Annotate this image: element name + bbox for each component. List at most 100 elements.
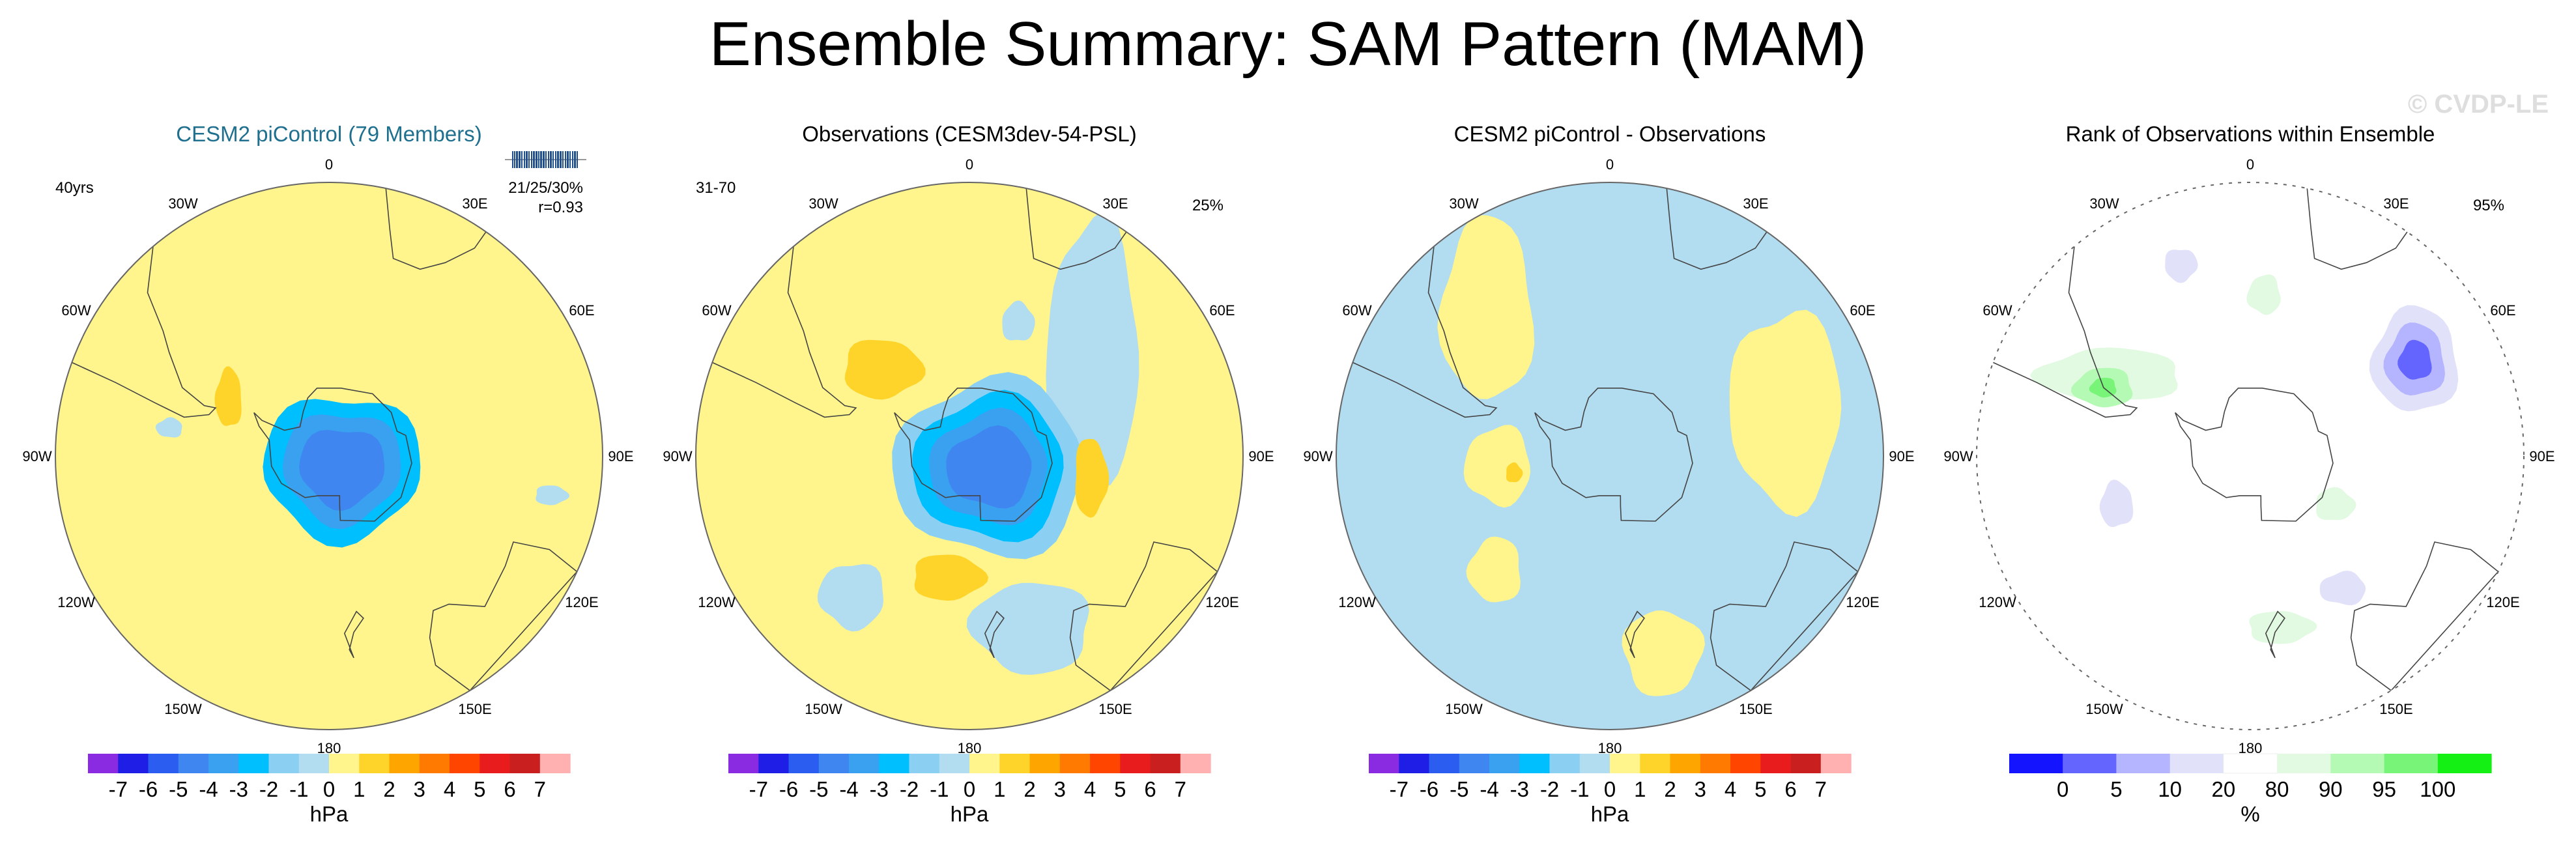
colorbar-cell (728, 754, 759, 773)
field-contour (1506, 462, 1523, 483)
colorbar-tick-label: -3 (1510, 777, 1529, 801)
panel-title: CESM2 piControl - Observations (1454, 122, 1766, 146)
australia-coast (1710, 541, 1859, 692)
lon-label: 180 (1598, 740, 1622, 756)
colorbar-cell (939, 754, 970, 773)
field-contour (2249, 611, 2317, 644)
field-contour (1437, 215, 1535, 399)
left-label: 31-70 (696, 179, 736, 197)
colorbar-tick-label: 5 (2110, 777, 2122, 801)
colorbar-cell (2009, 754, 2063, 773)
colorbar-tick-label: 0 (2057, 777, 2068, 801)
lon-label: 30E (1102, 195, 1128, 212)
lon-label: 0 (2246, 156, 2254, 173)
right-label: 95% (2473, 197, 2504, 214)
colorbar-cell (298, 754, 330, 773)
colorbar-cell (2116, 754, 2171, 773)
colorbar-tick-label: 0 (964, 777, 975, 801)
lon-label: 60E (2490, 302, 2515, 319)
south-america-coast (71, 246, 217, 418)
colorbar-tick-label: 95 (2372, 777, 2396, 801)
colorbar-tick-label: -1 (930, 777, 949, 801)
colorbar-tick-label: 5 (1114, 777, 1126, 801)
colorbar-units: hPa (1591, 802, 1629, 826)
colorbar-cell (1790, 754, 1822, 773)
lon-label: 0 (1606, 156, 1614, 173)
field-contour (2397, 339, 2432, 380)
colorbar-cell (539, 754, 571, 773)
field-contour (966, 582, 1089, 675)
colorbar-cell (2437, 754, 2492, 773)
colorbar-tick-label: -7 (749, 777, 768, 801)
colorbar-tick-label: 20 (2212, 777, 2236, 801)
colorbar-tick-label: -5 (1450, 777, 1468, 801)
colorbar-tick-label: -7 (109, 777, 128, 801)
lon-label: 90E (1889, 448, 1914, 464)
field-contour (2099, 479, 2134, 527)
africa-coast (1666, 188, 1767, 270)
watermark: © CVDP-LE (2407, 90, 2549, 119)
lon-label: 90W (1303, 448, 1332, 464)
colorbar-cell (788, 754, 820, 773)
lon-label: 150W (1445, 701, 1483, 717)
lon-label: 150W (164, 701, 202, 717)
colorbar-tick-label: -6 (779, 777, 798, 801)
south-america-coast (1352, 246, 1498, 418)
lon-label: 150E (1098, 701, 1132, 717)
field-contour (1729, 309, 1842, 517)
map-panel-4: Rank of Observations within Ensemble 0 30E… (1943, 122, 2555, 826)
colorbar-tick-label: -6 (1420, 777, 1438, 801)
colorbar-cell (2063, 754, 2117, 773)
field-contour (1463, 425, 1530, 508)
colorbar-tick-label: -6 (139, 777, 158, 801)
colorbar-cell (2169, 754, 2224, 773)
colorbar-cell (2223, 753, 2278, 774)
colorbar-units: % (2240, 802, 2259, 826)
colorbar-cell (1549, 754, 1581, 773)
map-border (1336, 182, 1884, 730)
colorbar-tick-label: 3 (1695, 777, 1706, 801)
colorbar-cell (1760, 754, 1792, 773)
coastlines (1352, 188, 1859, 692)
new-zealand-coast (2265, 610, 2285, 659)
colorbar-cell (1730, 754, 1761, 773)
colorbar-tick-label: -3 (870, 777, 889, 801)
lon-label: 90E (2529, 448, 2555, 464)
coastlines (71, 188, 578, 692)
africa-coast (1025, 188, 1127, 270)
field-contour (299, 429, 385, 511)
lon-label: 30E (462, 195, 487, 212)
field-layer (1977, 182, 2524, 730)
colorbar-cell (88, 754, 119, 773)
africa-coast (385, 188, 487, 270)
colorbar-cell (359, 754, 390, 773)
new-zealand-coast (343, 610, 364, 659)
colorbar-tick-label: 6 (504, 777, 515, 801)
colorbar-cell (1459, 754, 1490, 773)
colorbar-tick-label: 7 (1175, 777, 1186, 801)
field-contour (155, 417, 182, 438)
field-contour (214, 366, 242, 426)
map-panel-2: Observations (CESM3dev-54-PSL) 0 30E 60E 90E… (663, 122, 1274, 826)
colorbar-tick-label: 0 (1604, 777, 1616, 801)
right-label: r=0.93 (538, 199, 583, 216)
colorbar-tick-label: -1 (1570, 777, 1589, 801)
colorbar-tick-label: -4 (199, 777, 218, 801)
colorbar-tick-label: 2 (1023, 777, 1035, 801)
new-zealand-coast (1624, 610, 1645, 659)
antarctica-coast (2175, 388, 2334, 522)
lon-label: 60W (702, 302, 731, 319)
lon-label: 0 (325, 156, 333, 173)
lon-label: 90W (663, 448, 692, 464)
antarctica-coast (894, 388, 1053, 522)
field-layer (55, 182, 603, 730)
map-border (1976, 182, 2525, 730)
colorbar-cell (1489, 754, 1520, 773)
colorbar-cell (849, 754, 880, 773)
antarctica-coast (1534, 388, 1693, 522)
lon-label: 90E (1248, 448, 1274, 464)
colorbar-tick-label: -5 (809, 777, 828, 801)
colorbar-cell (1610, 754, 1640, 773)
lon-label: 120E (2486, 594, 2519, 610)
field-contour (844, 339, 926, 400)
